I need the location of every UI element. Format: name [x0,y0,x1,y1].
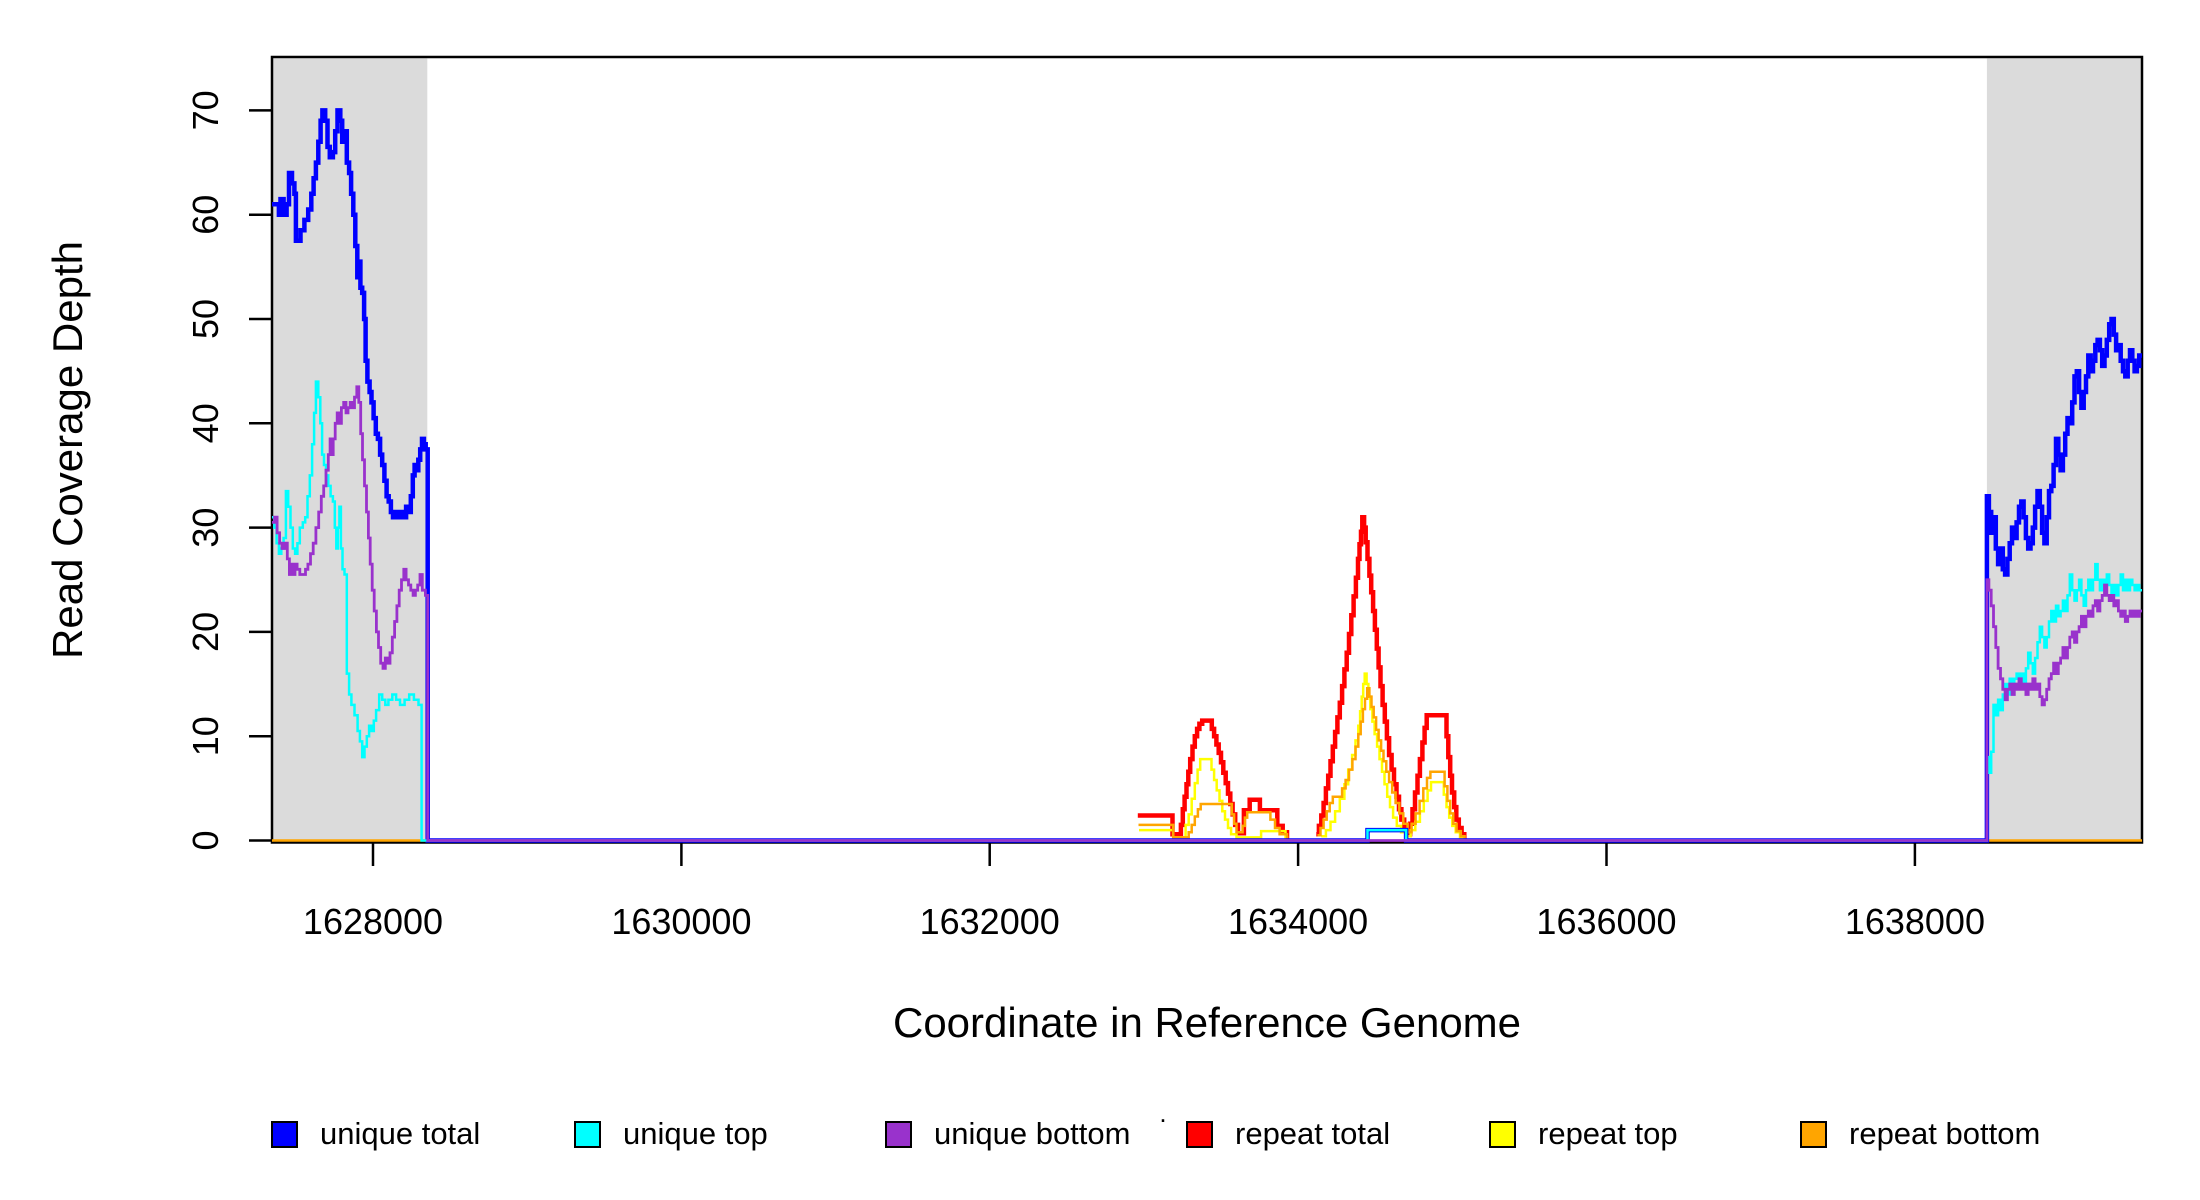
series-line-unique-total [272,108,2142,843]
legend-label: repeat total [1235,1116,1390,1151]
legend-label: unique total [320,1116,480,1151]
legend-swatch-unique-bottom [885,1121,912,1148]
series-line-repeat-bottom [1138,802,1289,841]
y-axis-tick-label: 60 [185,195,226,235]
legend-swatch-unique-top [574,1121,601,1148]
series-lines [272,108,2142,843]
series-line-repeat-top [1321,672,1466,841]
legend-swatch-repeat-bottom [1800,1121,1827,1148]
shaded-unique-regions [272,58,2142,842]
legend-label: unique top [623,1116,768,1151]
axes: 1628000 1630000 1632000 1634000 1636000 16380… [185,90,1985,942]
legend-item-unique-bottom: unique bottom [885,1116,1130,1151]
y-axis-tick-label: 30 [185,508,226,548]
plot-border [270,55,2144,844]
legend-label: repeat bottom [1849,1116,2040,1151]
series-line-repeat-bottom [1317,686,1466,841]
x-axis-tick-label: 1628000 [303,901,443,942]
stray-dot: . [1159,1098,1166,1128]
legend-swatch-repeat-total [1186,1121,1213,1148]
legend-item-unique-top: unique top [574,1116,768,1151]
legend-label: repeat top [1538,1116,1678,1151]
x-axis-title: Coordinate in Reference Genome [893,999,1521,1046]
series-line-repeat-top [1139,757,1289,841]
legend-item-repeat-top: repeat top [1489,1116,1678,1151]
x-axis-tick-label: 1632000 [920,901,1060,942]
series-line-repeat-total [1137,718,1290,841]
legend-label: unique bottom [934,1116,1130,1151]
y-axis-title: Read Coverage Depth [44,241,91,659]
legend-swatch-repeat-top [1489,1121,1516,1148]
y-axis-tick-label: 40 [185,403,226,443]
series-line-unique-bottom [272,385,2142,842]
y-axis-tick-label: 70 [185,90,226,130]
legend-item-unique-total: unique total [271,1116,480,1151]
legend-swatch-unique-total [271,1121,298,1148]
x-axis-tick-label: 1634000 [1228,901,1368,942]
y-axis-tick-label: 10 [185,716,226,756]
y-axis-tick-label: 50 [185,299,226,339]
x-axis-tick-label: 1630000 [611,901,751,942]
series-line-repeat-total [1316,514,1467,841]
y-axis-tick-label: 0 [185,830,226,850]
x-axis-tick-label: 1636000 [1536,901,1676,942]
x-axis-tick-label: 1638000 [1845,901,1985,942]
legend: unique total unique top unique bottom repea… [271,1098,2040,1151]
legend-item-repeat-bottom: repeat bottom [1800,1116,2040,1151]
y-axis-tick-label: 20 [185,612,226,652]
legend-item-repeat-total: repeat total [1186,1116,1390,1151]
series-line-unique-top [272,380,2142,842]
